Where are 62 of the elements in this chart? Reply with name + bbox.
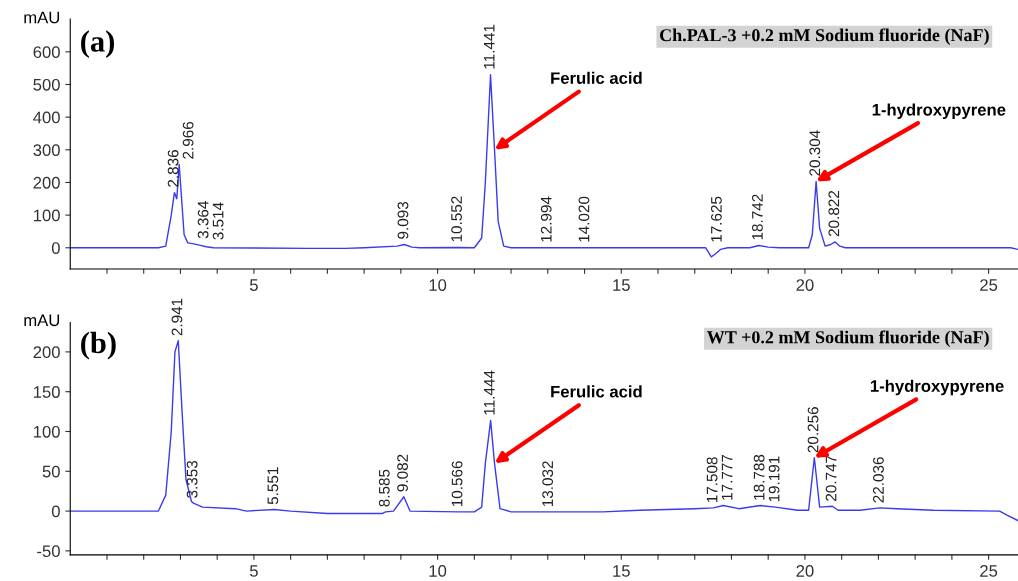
y-tick-label: 100	[33, 425, 60, 438]
annotation: 1-hydroxypyrene	[870, 379, 1004, 396]
annotation: 11.444	[484, 370, 495, 415]
y-tick-label: 50	[42, 465, 60, 478]
annotation: Ferulic acid	[551, 385, 642, 398]
annotation: 20.822	[828, 190, 840, 237]
annotation: 20.747	[825, 455, 837, 501]
y-tick-label: 300	[33, 144, 60, 157]
line-series	[70, 73, 1018, 258]
x-tick-label: 20	[796, 565, 814, 577]
annotation: (a)	[81, 30, 115, 59]
x-tick-label: 15	[613, 565, 630, 577]
chart-title: Ch.PAL-3 +0.2 mM Sodium fluoride (NaF)	[660, 28, 989, 45]
y-tick-label: 500	[33, 78, 60, 91]
y-tick-label: 200	[33, 176, 60, 189]
annotation: 17.625	[710, 196, 722, 242]
annotation: 22.036	[873, 457, 884, 503]
annotation: 9.093	[397, 201, 409, 239]
y-axis-title: mAU	[24, 314, 60, 327]
x-tick-label: 5	[249, 565, 258, 577]
annotation: 20.304	[809, 130, 821, 176]
y-tick-label: 200	[33, 346, 60, 359]
annotation: 9.082	[397, 454, 408, 492]
annotation: 8.585	[378, 469, 390, 507]
annotation: 20.256	[807, 407, 819, 453]
annotation: 12.994	[540, 196, 552, 242]
annotation: 2.941	[171, 298, 183, 336]
annotation: 3.353	[186, 460, 198, 498]
annotation: 3.364	[197, 201, 209, 239]
annotation: 1-hydroxypyrene	[872, 103, 1006, 119]
annotation: 18.788	[753, 454, 765, 500]
y-tick-label: 0	[51, 242, 60, 254]
y-axis-title: mAU	[24, 11, 60, 24]
annotation: 17.777	[721, 454, 733, 500]
annotation: 10.552	[451, 196, 462, 242]
chart-title: WT +0.2 mM Sodium fluoride (NaF)	[707, 330, 989, 347]
annotation: 11.441	[483, 24, 495, 69]
annotation: 19.191	[768, 456, 780, 502]
annotation: 13.032	[542, 461, 554, 507]
x-tick-label: 15	[613, 279, 630, 291]
y-tick-label: 600	[33, 46, 60, 59]
annotation: 3.514	[212, 202, 224, 240]
x-tick-label: 20	[796, 279, 814, 291]
annotation: Ferulic acid	[551, 71, 642, 85]
annotation: 10.566	[451, 461, 463, 507]
annotation: 18.742	[752, 194, 763, 240]
y-tick-label: -50	[37, 545, 60, 558]
x-tick-label: 25	[980, 565, 998, 577]
x-tick-label: 25	[980, 279, 998, 291]
annotation: 5.551	[267, 467, 279, 505]
annotation: 2.836	[167, 150, 179, 187]
annotation: (b)	[81, 331, 116, 360]
y-tick-label: 150	[33, 386, 60, 398]
y-tick-label: 0	[51, 505, 60, 518]
annotation: 2.966	[182, 121, 194, 159]
annotation: 17.508	[706, 457, 718, 503]
y-tick-label: 100	[33, 209, 60, 222]
x-tick-label: 10	[429, 565, 447, 577]
x-tick-label: 10	[429, 279, 447, 291]
x-tick-label: 5	[249, 279, 258, 291]
y-tick-label: 400	[33, 111, 60, 124]
annotation: 14.020	[578, 196, 590, 242]
